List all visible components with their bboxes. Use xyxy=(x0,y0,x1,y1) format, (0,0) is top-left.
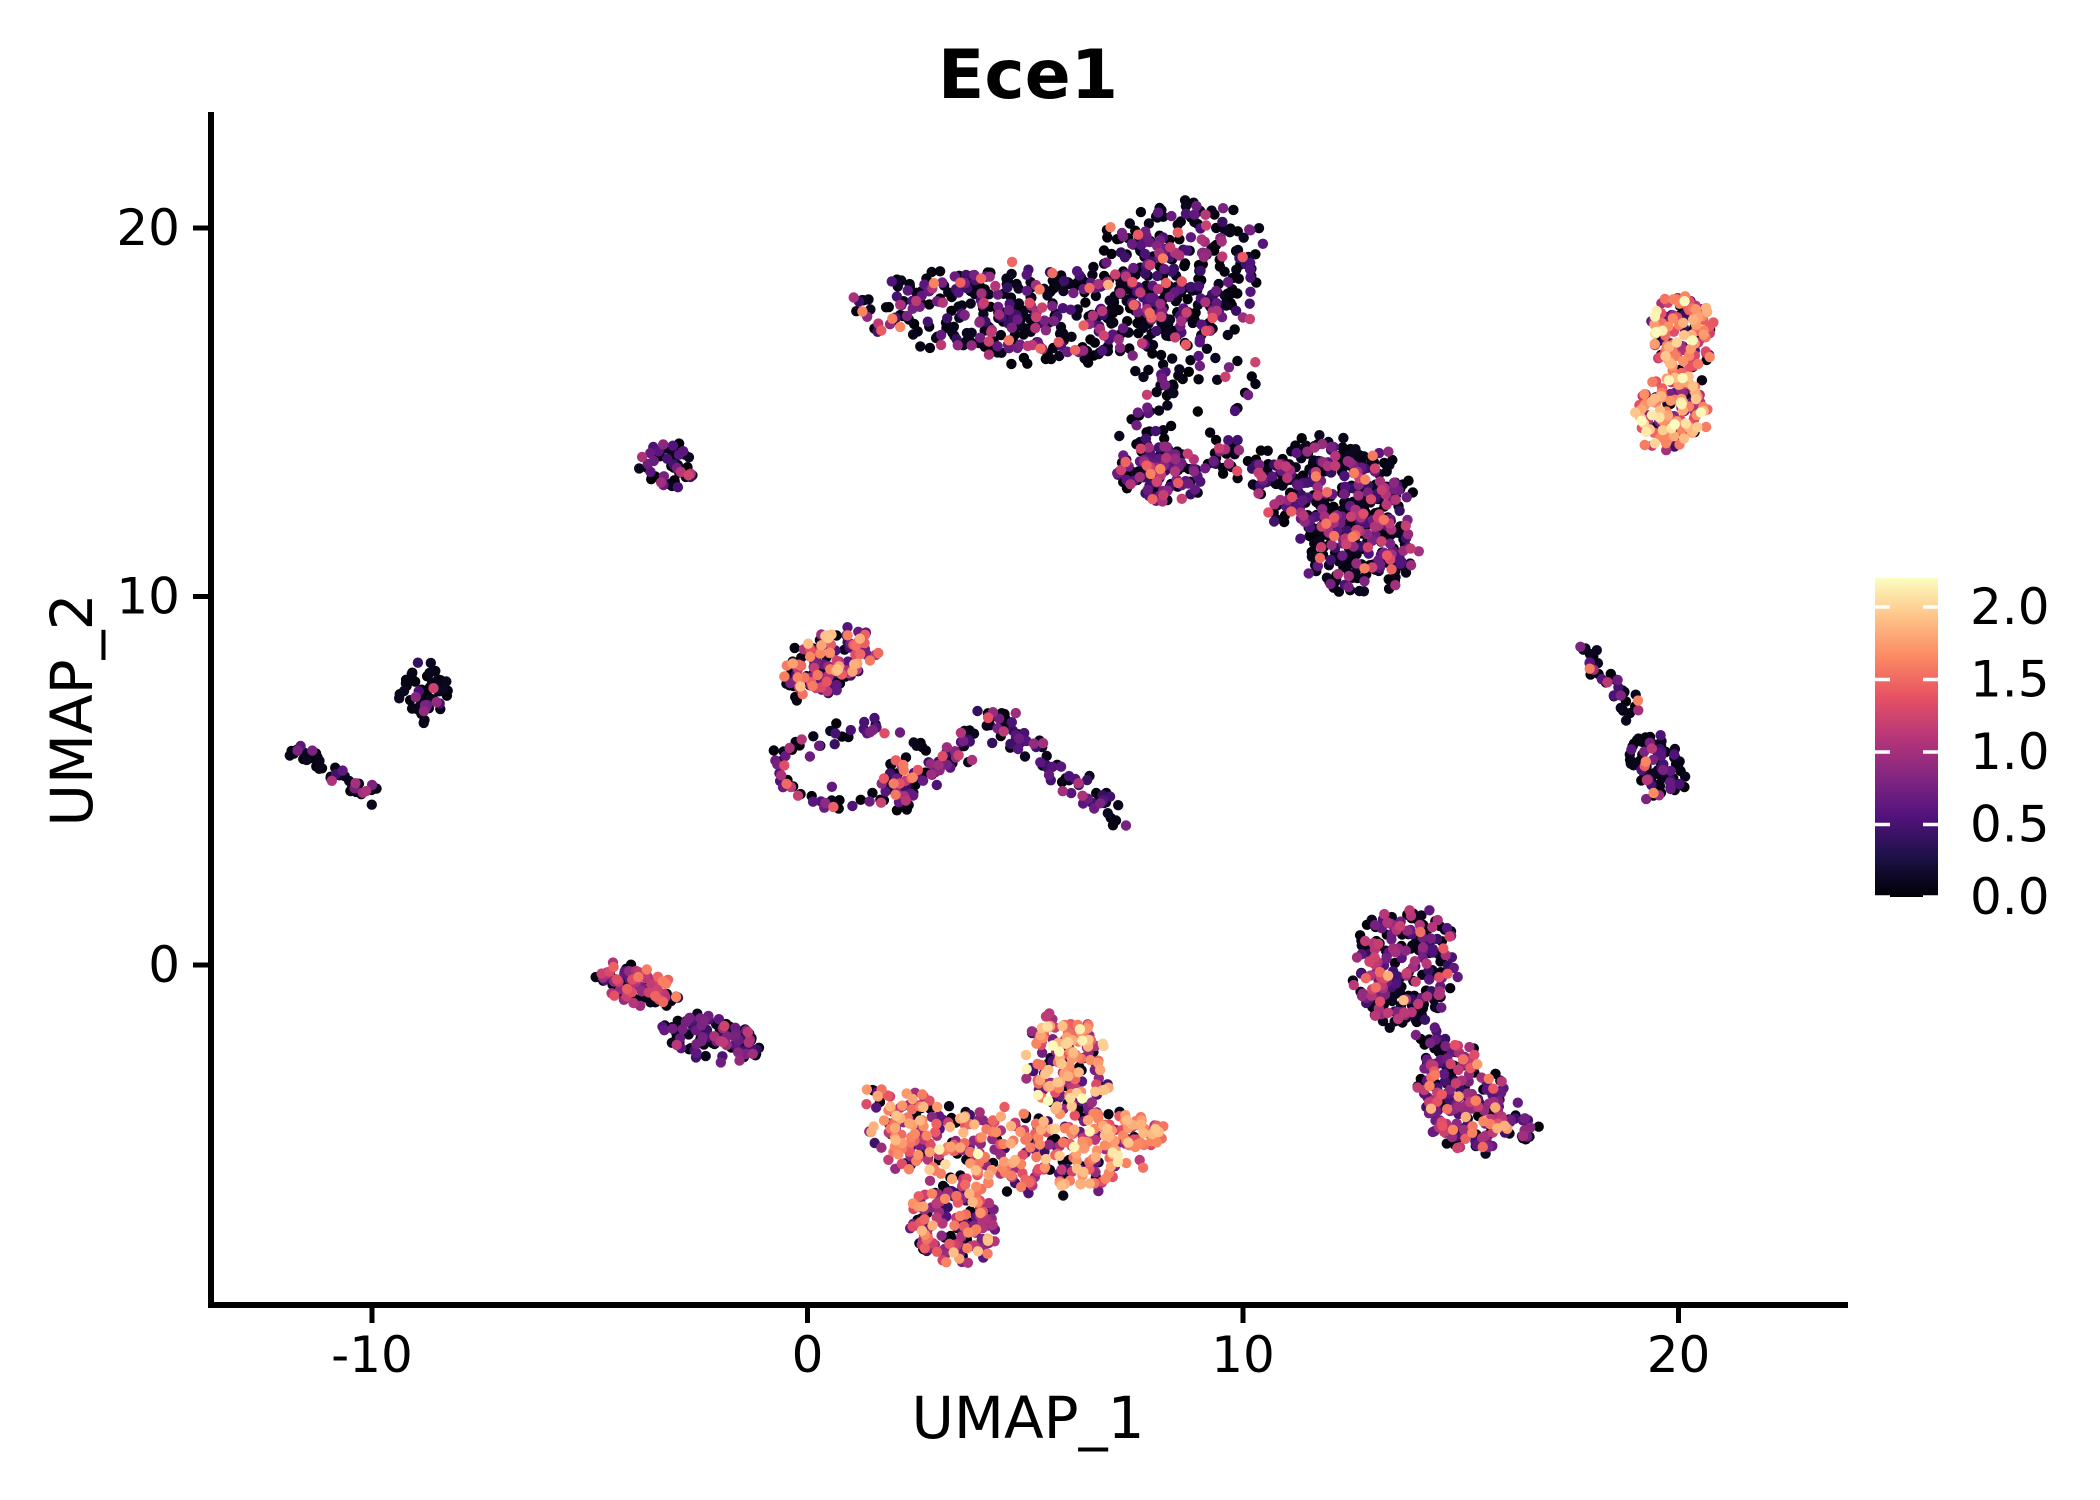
legend-colorbar: 2.0 1.5 1.0 0.5 0.0 xyxy=(1875,578,2050,926)
legend-tick-label: 2.0 xyxy=(1970,578,2050,636)
axis-lines xyxy=(208,112,1848,1308)
y-tick-label: 0 xyxy=(148,936,180,994)
y-tick-label: 10 xyxy=(116,568,180,626)
plot-title: Ece1 xyxy=(938,36,1118,115)
axes: -10 0 10 20 0 10 20 xyxy=(116,112,1848,1384)
x-tick-label: 10 xyxy=(1211,1326,1275,1384)
y-tick-label: 20 xyxy=(116,199,180,257)
y-axis-title: UMAP_2 xyxy=(38,593,106,826)
x-tick-label: 0 xyxy=(792,1326,824,1384)
x-tick-label: -10 xyxy=(331,1326,413,1384)
x-axis-title: UMAP_1 xyxy=(911,1384,1144,1452)
colorbar xyxy=(1875,578,1938,897)
legend-tick-label: 0.5 xyxy=(1970,796,2050,854)
legend-tick-label: 1.5 xyxy=(1970,651,2050,709)
legend-tick-label: 0.0 xyxy=(1970,868,2050,926)
x-tick-label: 20 xyxy=(1647,1326,1711,1384)
umap-points xyxy=(284,195,1719,1269)
legend-tick-label: 1.0 xyxy=(1970,723,2050,781)
